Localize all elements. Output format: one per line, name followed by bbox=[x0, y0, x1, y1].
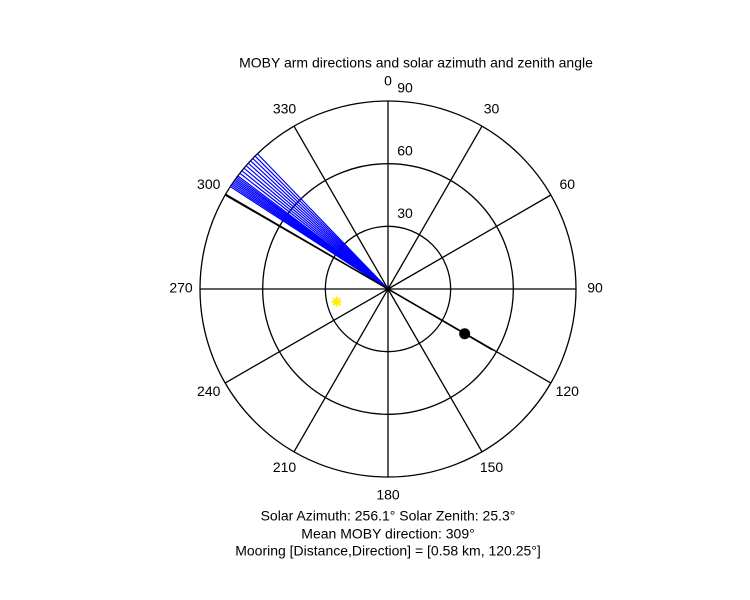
mooring-line bbox=[225, 193, 494, 351]
theta-tick-label: 300 bbox=[197, 176, 221, 192]
mooring-point bbox=[459, 328, 471, 340]
theta-tick-label: 330 bbox=[273, 100, 297, 116]
ring bbox=[262, 163, 514, 415]
spoke bbox=[387, 125, 483, 290]
spoke bbox=[293, 125, 389, 290]
theta-tick-label: 120 bbox=[556, 383, 580, 399]
theta-tick-label: 60 bbox=[559, 176, 575, 192]
theta-tick-label: 90 bbox=[587, 280, 603, 296]
theta-tick-label: 30 bbox=[484, 100, 500, 116]
r-tick-label: 30 bbox=[397, 205, 413, 221]
spoke bbox=[224, 288, 389, 384]
arm-direction bbox=[256, 153, 389, 290]
r-tick-label: 90 bbox=[397, 80, 413, 96]
spoke bbox=[293, 288, 389, 453]
theta-tick-label: 0 bbox=[384, 73, 392, 89]
theta-tick-label: 210 bbox=[273, 459, 297, 475]
theta-tick-label: 270 bbox=[169, 280, 193, 296]
sun-stroke bbox=[332, 297, 341, 306]
chart-title: MOBY arm directions and solar azimuth an… bbox=[239, 55, 593, 71]
theta-tick-label: 150 bbox=[480, 459, 504, 475]
note: Mooring [Distance,Direction] = [0.58 km,… bbox=[235, 543, 541, 559]
spoke bbox=[387, 288, 483, 453]
ring bbox=[324, 225, 452, 353]
spoke bbox=[387, 194, 552, 290]
r-tick-label: 60 bbox=[397, 142, 413, 158]
theta-tick-label: 180 bbox=[376, 487, 400, 503]
sun-marker bbox=[331, 296, 342, 307]
ring bbox=[199, 100, 577, 478]
note: Solar Azimuth: 256.1° Solar Zenith: 25.3… bbox=[261, 508, 516, 524]
theta-tick-label: 240 bbox=[197, 383, 221, 399]
note: Mean MOBY direction: 309° bbox=[301, 526, 474, 542]
